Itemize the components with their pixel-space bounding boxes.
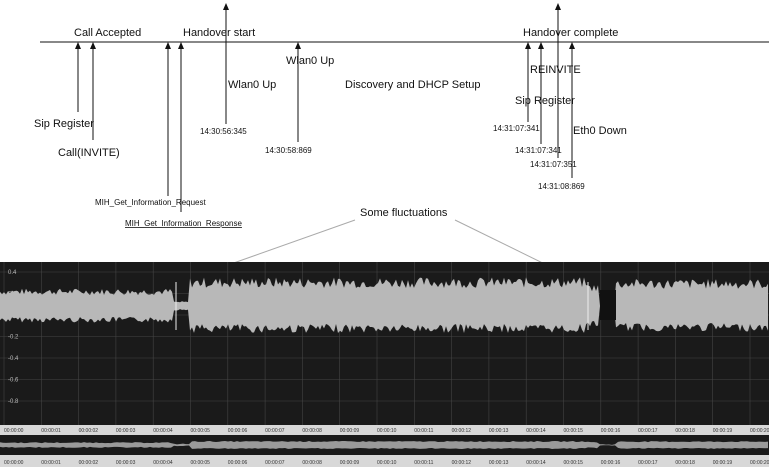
time-label: 00:00:19 xyxy=(713,460,733,466)
timeline-label: Handover complete xyxy=(523,27,618,39)
time-label: 00:00:09 xyxy=(340,428,360,434)
time-label: 00:00:13 xyxy=(489,460,509,466)
time-label: 00:00:07 xyxy=(265,460,285,466)
time-label: 00:00:15 xyxy=(564,460,584,466)
y-label: 0.4 xyxy=(8,270,17,276)
y-label: -0.2 xyxy=(8,335,19,341)
timestamp: 14:30:58:869 xyxy=(265,146,312,155)
timeline-label: Handover start xyxy=(183,27,255,39)
timeline-label: Call Accepted xyxy=(74,27,141,39)
time-label: 00:00:03 xyxy=(116,460,136,466)
annotation: Wlan0 Up xyxy=(286,55,334,67)
timestamp: 14:31:07:341 xyxy=(515,146,562,155)
time-label: 00:00:20 xyxy=(750,460,769,466)
time-label: 00:00:16 xyxy=(601,428,621,434)
arrows xyxy=(78,6,572,212)
time-label: 00:00:00 xyxy=(4,460,24,466)
annotation: Wlan0 Up xyxy=(228,79,276,91)
timestamp: 14:30:56:345 xyxy=(200,127,247,136)
y-label: -0.4 xyxy=(8,356,19,362)
time-label: 00:00:00 xyxy=(4,428,24,434)
time-label: 00:00:16 xyxy=(601,460,621,466)
time-label: 00:00:04 xyxy=(153,428,173,434)
diagram: Call Accepted Handover start Handover co… xyxy=(0,0,769,467)
y-label: -0.8 xyxy=(8,399,19,405)
annotation: Discovery and DHCP Setup xyxy=(345,79,481,91)
time-label: 00:00:06 xyxy=(228,460,248,466)
time-label: 00:00:12 xyxy=(452,460,472,466)
time-label: 00:00:10 xyxy=(377,428,397,434)
page: Call Accepted Handover start Handover co… xyxy=(0,0,769,467)
annotation: Call(INVITE) xyxy=(58,147,120,159)
annotation: Some fluctuations xyxy=(360,207,448,219)
annotation: MIH_Get_Information_Response xyxy=(125,219,243,228)
time-label: 00:00:14 xyxy=(526,428,546,434)
time-label: 00:00:18 xyxy=(675,460,695,466)
time-label: 00:00:17 xyxy=(638,428,658,434)
time-label: 00:00:03 xyxy=(116,428,136,434)
annotation: Sip Register xyxy=(34,118,94,130)
time-label: 00:00:05 xyxy=(191,460,211,466)
time-label: 00:00:02 xyxy=(79,428,99,434)
y-label: -0.6 xyxy=(8,378,19,384)
time-label: 00:00:11 xyxy=(414,428,433,434)
time-label: 00:00:12 xyxy=(452,428,472,434)
time-label: 00:00:15 xyxy=(564,428,584,434)
time-label: 00:00:07 xyxy=(265,428,285,434)
time-label: 00:00:01 xyxy=(41,428,61,434)
time-label: 00:00:08 xyxy=(302,460,322,466)
time-label: 00:00:06 xyxy=(228,428,248,434)
wave-gap xyxy=(600,290,616,320)
timestamp: 14:31:07:351 xyxy=(530,160,577,169)
time-label: 00:00:14 xyxy=(526,460,546,466)
annotation: MIH_Get_Information_Request xyxy=(95,198,207,207)
time-label: 00:00:13 xyxy=(489,428,509,434)
time-label: 00:00:04 xyxy=(153,460,173,466)
time-label: 00:00:11 xyxy=(414,460,433,466)
annotation: REINVITE xyxy=(530,64,581,76)
time-label: 00:00:05 xyxy=(191,428,211,434)
time-label: 00:00:01 xyxy=(41,460,61,466)
time-label: 00:00:09 xyxy=(340,460,360,466)
timestamp: 14:31:07:341 xyxy=(493,124,540,133)
timestamp: 14:31:08:869 xyxy=(538,182,585,191)
time-label: 00:00:18 xyxy=(675,428,695,434)
time-label: 00:00:02 xyxy=(79,460,99,466)
time-label: 00:00:10 xyxy=(377,460,397,466)
time-label: 00:00:20 xyxy=(750,428,769,434)
annotation: Sip Register xyxy=(515,95,575,107)
time-label: 00:00:08 xyxy=(302,428,322,434)
time-label: 00:00:17 xyxy=(638,460,658,466)
time-label: 00:00:19 xyxy=(713,428,733,434)
annotation: Eth0 Down xyxy=(573,125,627,137)
